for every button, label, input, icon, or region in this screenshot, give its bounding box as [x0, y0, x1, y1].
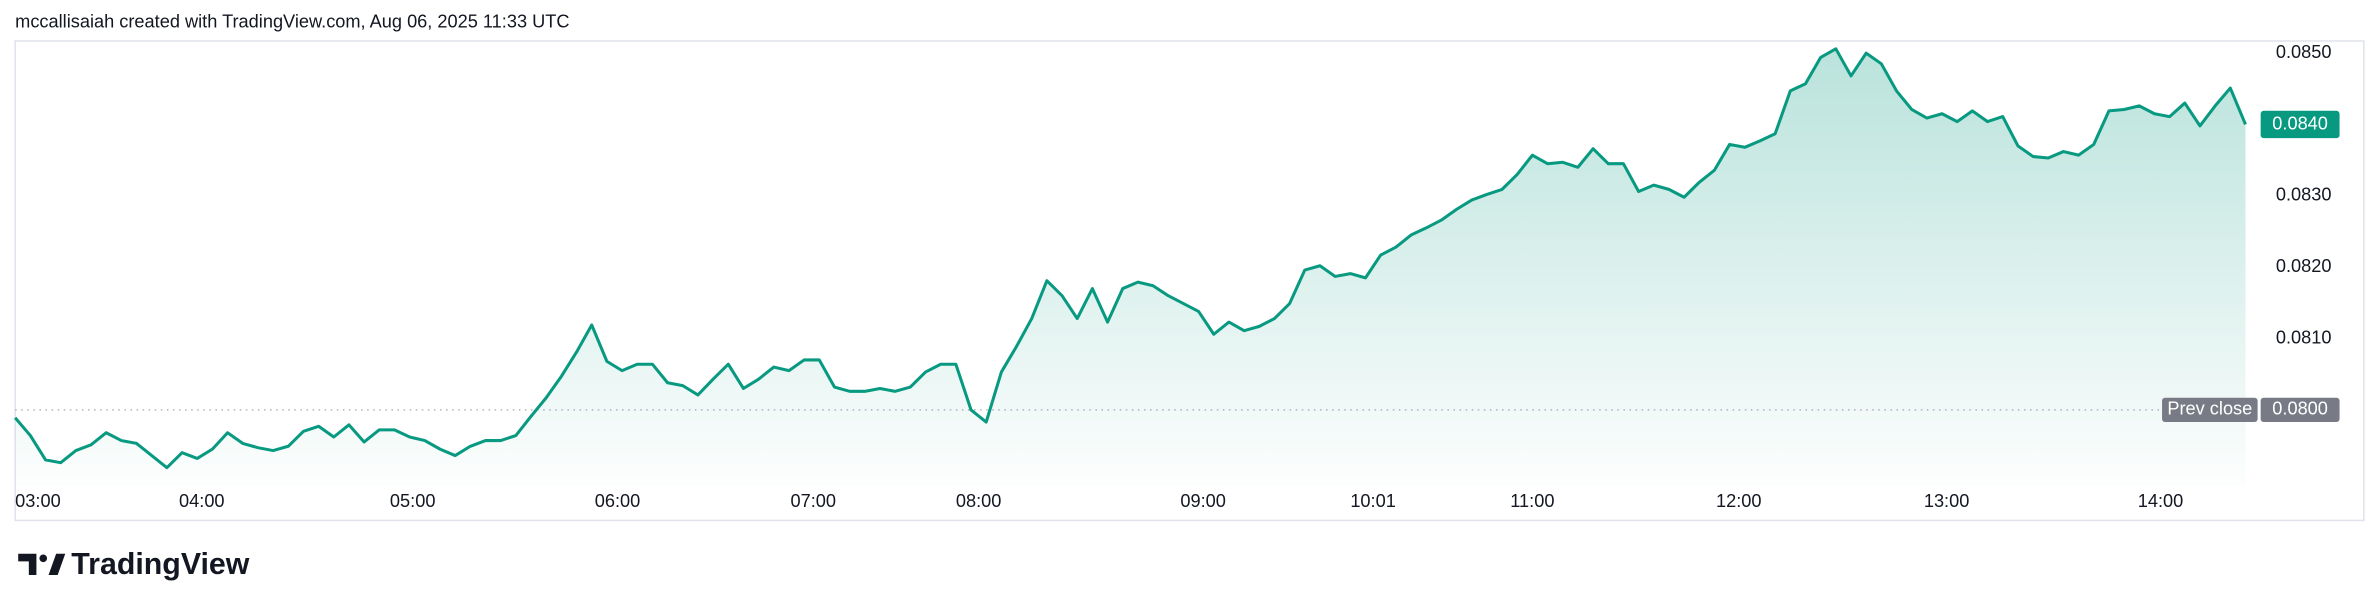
header: mccallisaiah created with TradingView.co… [15, 12, 569, 32]
prev-close-name: Prev close [2167, 399, 2252, 419]
x-tick-label: 04:00 [179, 491, 225, 511]
x-tick-label: 05:00 [390, 491, 436, 511]
x-tick-label: 11:00 [1510, 491, 1554, 511]
y-tick-label: 0.0820 [2276, 256, 2332, 276]
x-tick-label: 14:00 [2138, 491, 2184, 511]
y-tick-label: 0.0810 [2276, 327, 2332, 347]
x-tick-label: 03:00 [15, 491, 61, 511]
price-line [14, 47, 2247, 470]
y-tick-label: 0.0830 [2276, 185, 2332, 205]
x-tick-label: 10:01 [1350, 491, 1396, 511]
area [15, 48, 2246, 486]
pane-border [14, 40, 2365, 522]
logo-icon [18, 553, 66, 576]
prev-close-name-badge [2162, 397, 2258, 423]
brand: TradingView [71, 548, 249, 581]
x-tick-label: 09:00 [1180, 491, 1226, 511]
y-tick-label: 0.0850 [2276, 42, 2332, 62]
x-tick-label: 08:00 [956, 491, 1002, 511]
prev-close-label: 0.0800 [2272, 399, 2328, 419]
x-tick-label: 07:00 [790, 491, 836, 511]
x-tick-label: 12:00 [1716, 491, 1762, 511]
last-price-label: 0.0840 [2272, 113, 2328, 133]
x-tick-label: 13:00 [1924, 491, 1970, 511]
prev-close-badge [2260, 397, 2340, 423]
last-price-badge [2260, 110, 2340, 139]
x-tick-label: 06:00 [595, 491, 641, 511]
